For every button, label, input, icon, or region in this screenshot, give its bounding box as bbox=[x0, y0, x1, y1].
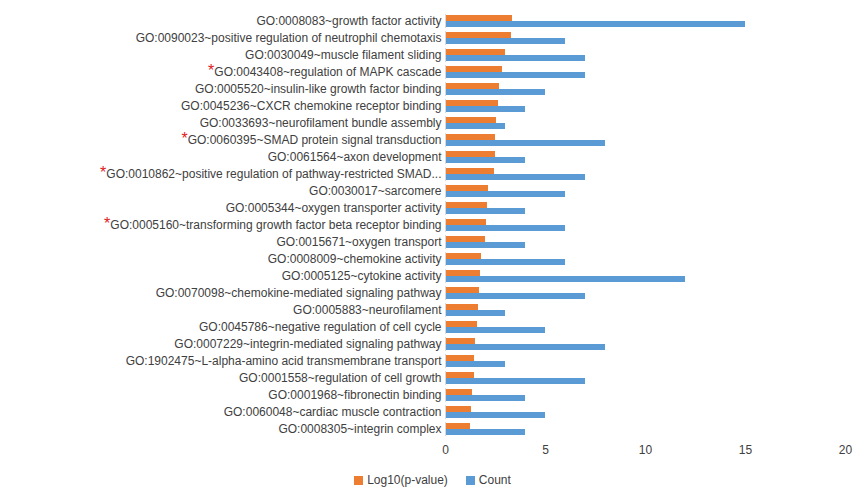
svg-text:10: 10 bbox=[639, 443, 653, 457]
svg-text:GO:0030017~sarcomere: GO:0030017~sarcomere bbox=[309, 184, 442, 198]
svg-text:*GO:0060395~SMAD protein signa: *GO:0060395~SMAD protein signal transduc… bbox=[181, 130, 441, 147]
svg-text:GO:0030049~muscle filament sli: GO:0030049~muscle filament sliding bbox=[245, 48, 441, 62]
svg-text:GO:0008305~integrin complex: GO:0008305~integrin complex bbox=[278, 422, 441, 436]
svg-text:GO:0008083~growth factor activ: GO:0008083~growth factor activity bbox=[256, 14, 441, 28]
svg-text:GO:0005125~cytokine activity: GO:0005125~cytokine activity bbox=[282, 269, 442, 283]
svg-text:GO:0015671~oxygen transport: GO:0015671~oxygen transport bbox=[276, 235, 442, 249]
svg-text:GO:0001968~fibronectin binding: GO:0001968~fibronectin binding bbox=[268, 388, 441, 402]
svg-text:GO:0070098~chemokine-mediated: GO:0070098~chemokine-mediated signaling … bbox=[156, 286, 442, 300]
svg-text:GO:0007229~integrin-mediated s: GO:0007229~integrin-mediated signaling p… bbox=[174, 337, 441, 351]
svg-text:*GO:0005160~transforming growt: *GO:0005160~transforming growth factor b… bbox=[104, 215, 441, 232]
svg-text:*GO:0010862~positive regulatio: *GO:0010862~positive regulation of pathw… bbox=[100, 164, 441, 181]
html-text:Count: Count bbox=[478, 473, 511, 487]
svg-text:0: 0 bbox=[442, 443, 449, 457]
svg-text:20: 20 bbox=[839, 443, 853, 457]
svg-text:15: 15 bbox=[739, 443, 753, 457]
svg-text:5: 5 bbox=[542, 443, 549, 457]
svg-text:GO:0005520~insulin-like growth: GO:0005520~insulin-like growth factor bi… bbox=[195, 82, 441, 96]
svg-text:GO:1902475~L-alpha-amino acid: GO:1902475~L-alpha-amino acid transmembr… bbox=[126, 354, 443, 368]
svg-text:GO:0005344~oxygen transporter: GO:0005344~oxygen transporter activity bbox=[226, 201, 442, 215]
svg-text:GO:0045786~negative regulation: GO:0045786~negative regulation of cell c… bbox=[199, 320, 442, 334]
svg-text:GO:0090023~positive regulation: GO:0090023~positive regulation of neutro… bbox=[136, 31, 442, 45]
svg-text:GO:0061564~axon development: GO:0061564~axon development bbox=[268, 150, 442, 164]
svg-text:*GO:0043408~regulation of MAPK: *GO:0043408~regulation of MAPK cascade bbox=[208, 62, 442, 79]
svg-text:GO:0033693~neurofilament bundl: GO:0033693~neurofilament bundle assembly bbox=[200, 116, 442, 130]
svg-text:GO:0008009~chemokine activity: GO:0008009~chemokine activity bbox=[268, 252, 442, 266]
svg-text:GO:0005883~neurofilament: GO:0005883~neurofilament bbox=[293, 303, 442, 317]
html-text:Log10(p-value): Log10(p-value) bbox=[367, 473, 448, 487]
svg-text:GO:0045236~CXCR chemokine rece: GO:0045236~CXCR chemokine receptor bindi… bbox=[181, 99, 441, 113]
svg-text:GO:0060048~cardiac muscle cont: GO:0060048~cardiac muscle contraction bbox=[224, 405, 442, 419]
svg-text:GO:0001558~regulation of cell: GO:0001558~regulation of cell growth bbox=[239, 371, 441, 385]
